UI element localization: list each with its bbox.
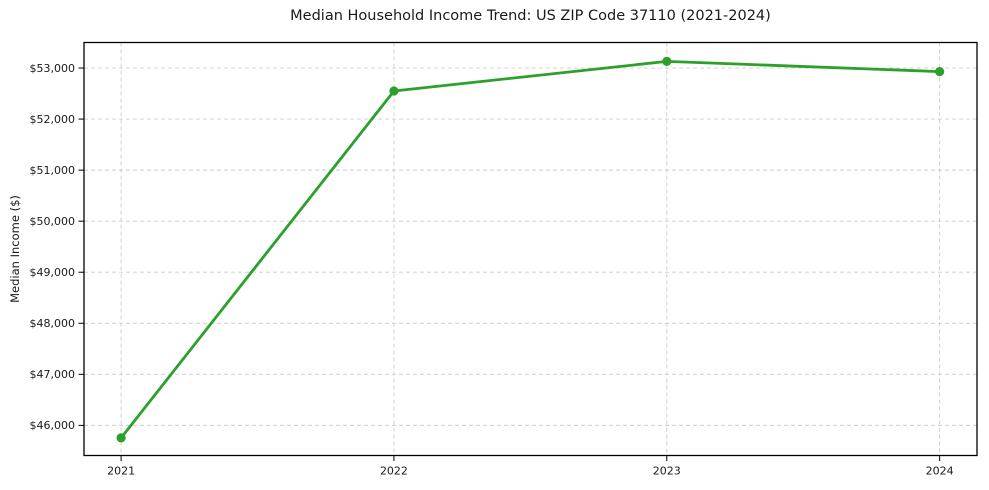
data-point-marker	[662, 56, 672, 66]
axes-border	[83, 41, 978, 457]
y-tick-label: $51,000	[30, 164, 76, 177]
y-tick-label: $46,000	[30, 419, 76, 432]
y-tick-label: $50,000	[30, 215, 76, 228]
y-tick-label: $53,000	[30, 62, 76, 75]
y-tick-label: $52,000	[30, 113, 76, 126]
y-tick-label: $47,000	[30, 368, 76, 381]
data-point-marker	[935, 66, 945, 77]
y-tick-label: $48,000	[30, 317, 76, 330]
chart-title: Median Household Income Trend: US ZIP Co…	[290, 8, 771, 24]
x-tick-label: 2022	[380, 465, 408, 478]
x-tick-label: 2024	[926, 465, 954, 478]
x-tick-label: 2023	[653, 465, 681, 478]
data-point-marker	[389, 86, 399, 96]
y-tick-label: $49,000	[30, 266, 76, 279]
trend-line	[119, 59, 942, 440]
x-tick-label: 2021	[107, 465, 135, 478]
data-point-marker	[116, 433, 126, 443]
